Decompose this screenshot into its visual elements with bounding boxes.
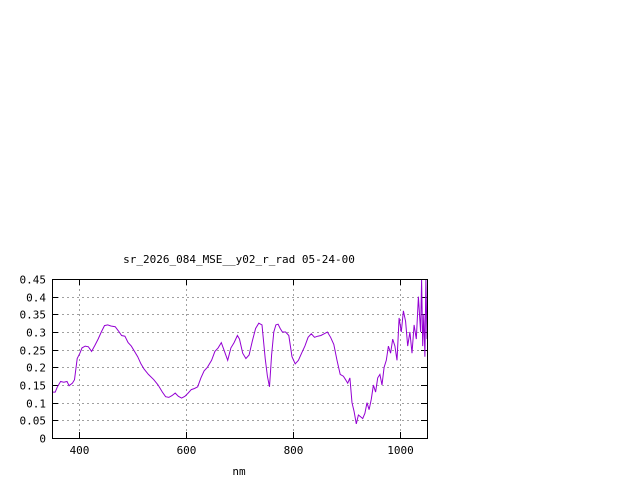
- x-axis-label: nm: [232, 465, 246, 478]
- series-layer: [52, 278, 428, 425]
- x-tick-label: 600: [177, 444, 197, 457]
- y-tick-label: 0.15: [20, 380, 47, 393]
- series-line: [52, 278, 428, 425]
- chart-title: sr_2026_084_MSE__y02_r_rad 05-24-00: [123, 253, 355, 266]
- plot-frame: [52, 279, 428, 439]
- y-tick-label: 0.25: [20, 345, 47, 358]
- grid-layer: [52, 279, 427, 438]
- y-tick-label: 0.4: [26, 292, 46, 305]
- tick-layer: 400 600 800 1000 0 0.05 0.1 0.15 0.2 0.25 0.3 0.35 0…: [20, 274, 427, 457]
- y-tick-label: 0.2: [26, 362, 46, 375]
- x-tick-label: 400: [70, 444, 90, 457]
- x-tick-label: 800: [284, 444, 304, 457]
- y-tick-label: 0.35: [20, 309, 47, 322]
- y-tick-label: 0.45: [20, 274, 47, 287]
- y-tick-label: 0.1: [26, 398, 46, 411]
- y-tick-label: 0: [39, 433, 46, 446]
- y-tick-label: 0.05: [20, 415, 47, 428]
- y-tick-label: 0.3: [26, 327, 46, 340]
- x-tick-label: 1000: [387, 444, 414, 457]
